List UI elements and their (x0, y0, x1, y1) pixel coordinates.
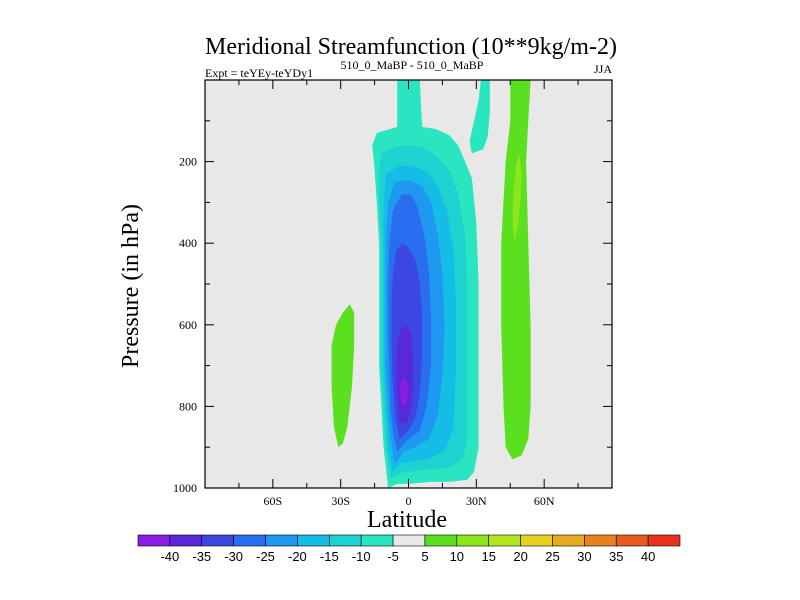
colorbar-swatch (520, 534, 553, 547)
colorbar-swatch (456, 534, 490, 547)
colorbar-swatch (297, 534, 330, 547)
y-tick-label: 600 (179, 318, 197, 332)
colorbar-label: -15 (320, 549, 339, 564)
colorbar-swatch (265, 534, 298, 547)
colorbar: -40 -35 -30 -25 -20 -15 -10 -5 5 10 15 20 25 30 35 40 (137, 534, 681, 564)
y-tick-label: 200 (179, 155, 197, 169)
comparison-label: 510_0_MaBP - 510_0_MaBP (341, 58, 484, 72)
colorbar-swatch (328, 534, 362, 547)
contour-northern-cell-level-10 (501, 80, 531, 460)
contour-subtropical-top-strip-left (469, 80, 490, 154)
chart-title: Meridional Streamfunction (10**9kg/m-2) (205, 34, 617, 60)
experiment-label: Expt = teYEy-teYDy1 (205, 66, 313, 80)
y-axis-label: Pressure (in hPa) (118, 204, 144, 368)
contour-southern-cell-level-10 (331, 304, 355, 448)
colorbar-label: -10 (352, 549, 371, 564)
colorbar-swatch (233, 534, 266, 547)
colorbar-swatch (201, 534, 234, 547)
colorbar-swatch (424, 534, 458, 547)
colorbar-swatch (488, 534, 521, 547)
colorbar-label: -20 (288, 549, 307, 564)
colorbar-swatch (169, 534, 203, 547)
y-tick-label: 1000 (173, 481, 197, 495)
y-tick-label: 800 (179, 399, 197, 413)
x-tick-label: 60N (534, 494, 555, 508)
colorbar-label: 15 (481, 549, 495, 564)
contour-northern-cell-level-15 (512, 153, 522, 244)
colorbar-label: 10 (450, 549, 464, 564)
colorbar-label: -25 (256, 549, 275, 564)
contour-tropical-cell-level-minus35 (396, 324, 413, 423)
colorbar-label: 5 (421, 549, 428, 564)
contour-tropical-cell-level-minus40 (399, 377, 409, 407)
x-tick-label: 30N (466, 494, 487, 508)
x-tick-label: 0 (406, 494, 412, 508)
colorbar-swatch (552, 534, 585, 547)
colorbar-label: -5 (387, 549, 399, 564)
colorbar-label: 40 (641, 549, 655, 564)
colorbar-label: -30 (224, 549, 243, 564)
colorbar-label: -35 (192, 549, 211, 564)
colorbar-label: 20 (513, 549, 527, 564)
y-tick-label: 400 (179, 236, 197, 250)
colorbar-swatch (584, 534, 617, 547)
x-axis-label: Latitude (367, 507, 447, 533)
x-tick-label: 60S (263, 494, 282, 508)
colorbar-label: 25 (545, 549, 559, 564)
colorbar-label: -40 (160, 549, 179, 564)
tick-layer: 60S 30S 0 30N 60N 200 400 600 800 1000 (173, 80, 613, 508)
colorbar-label: 35 (609, 549, 623, 564)
contour-layer (331, 80, 531, 488)
colorbar-swatch (615, 534, 649, 547)
colorbar-swatch (360, 534, 394, 547)
colorbar-label: 30 (577, 549, 591, 564)
x-tick-label: 30S (331, 494, 350, 508)
colorbar-swatch (647, 534, 681, 547)
colorbar-swatch (137, 534, 171, 547)
season-label: JJA (594, 62, 612, 76)
colorbar-swatch (392, 534, 426, 547)
